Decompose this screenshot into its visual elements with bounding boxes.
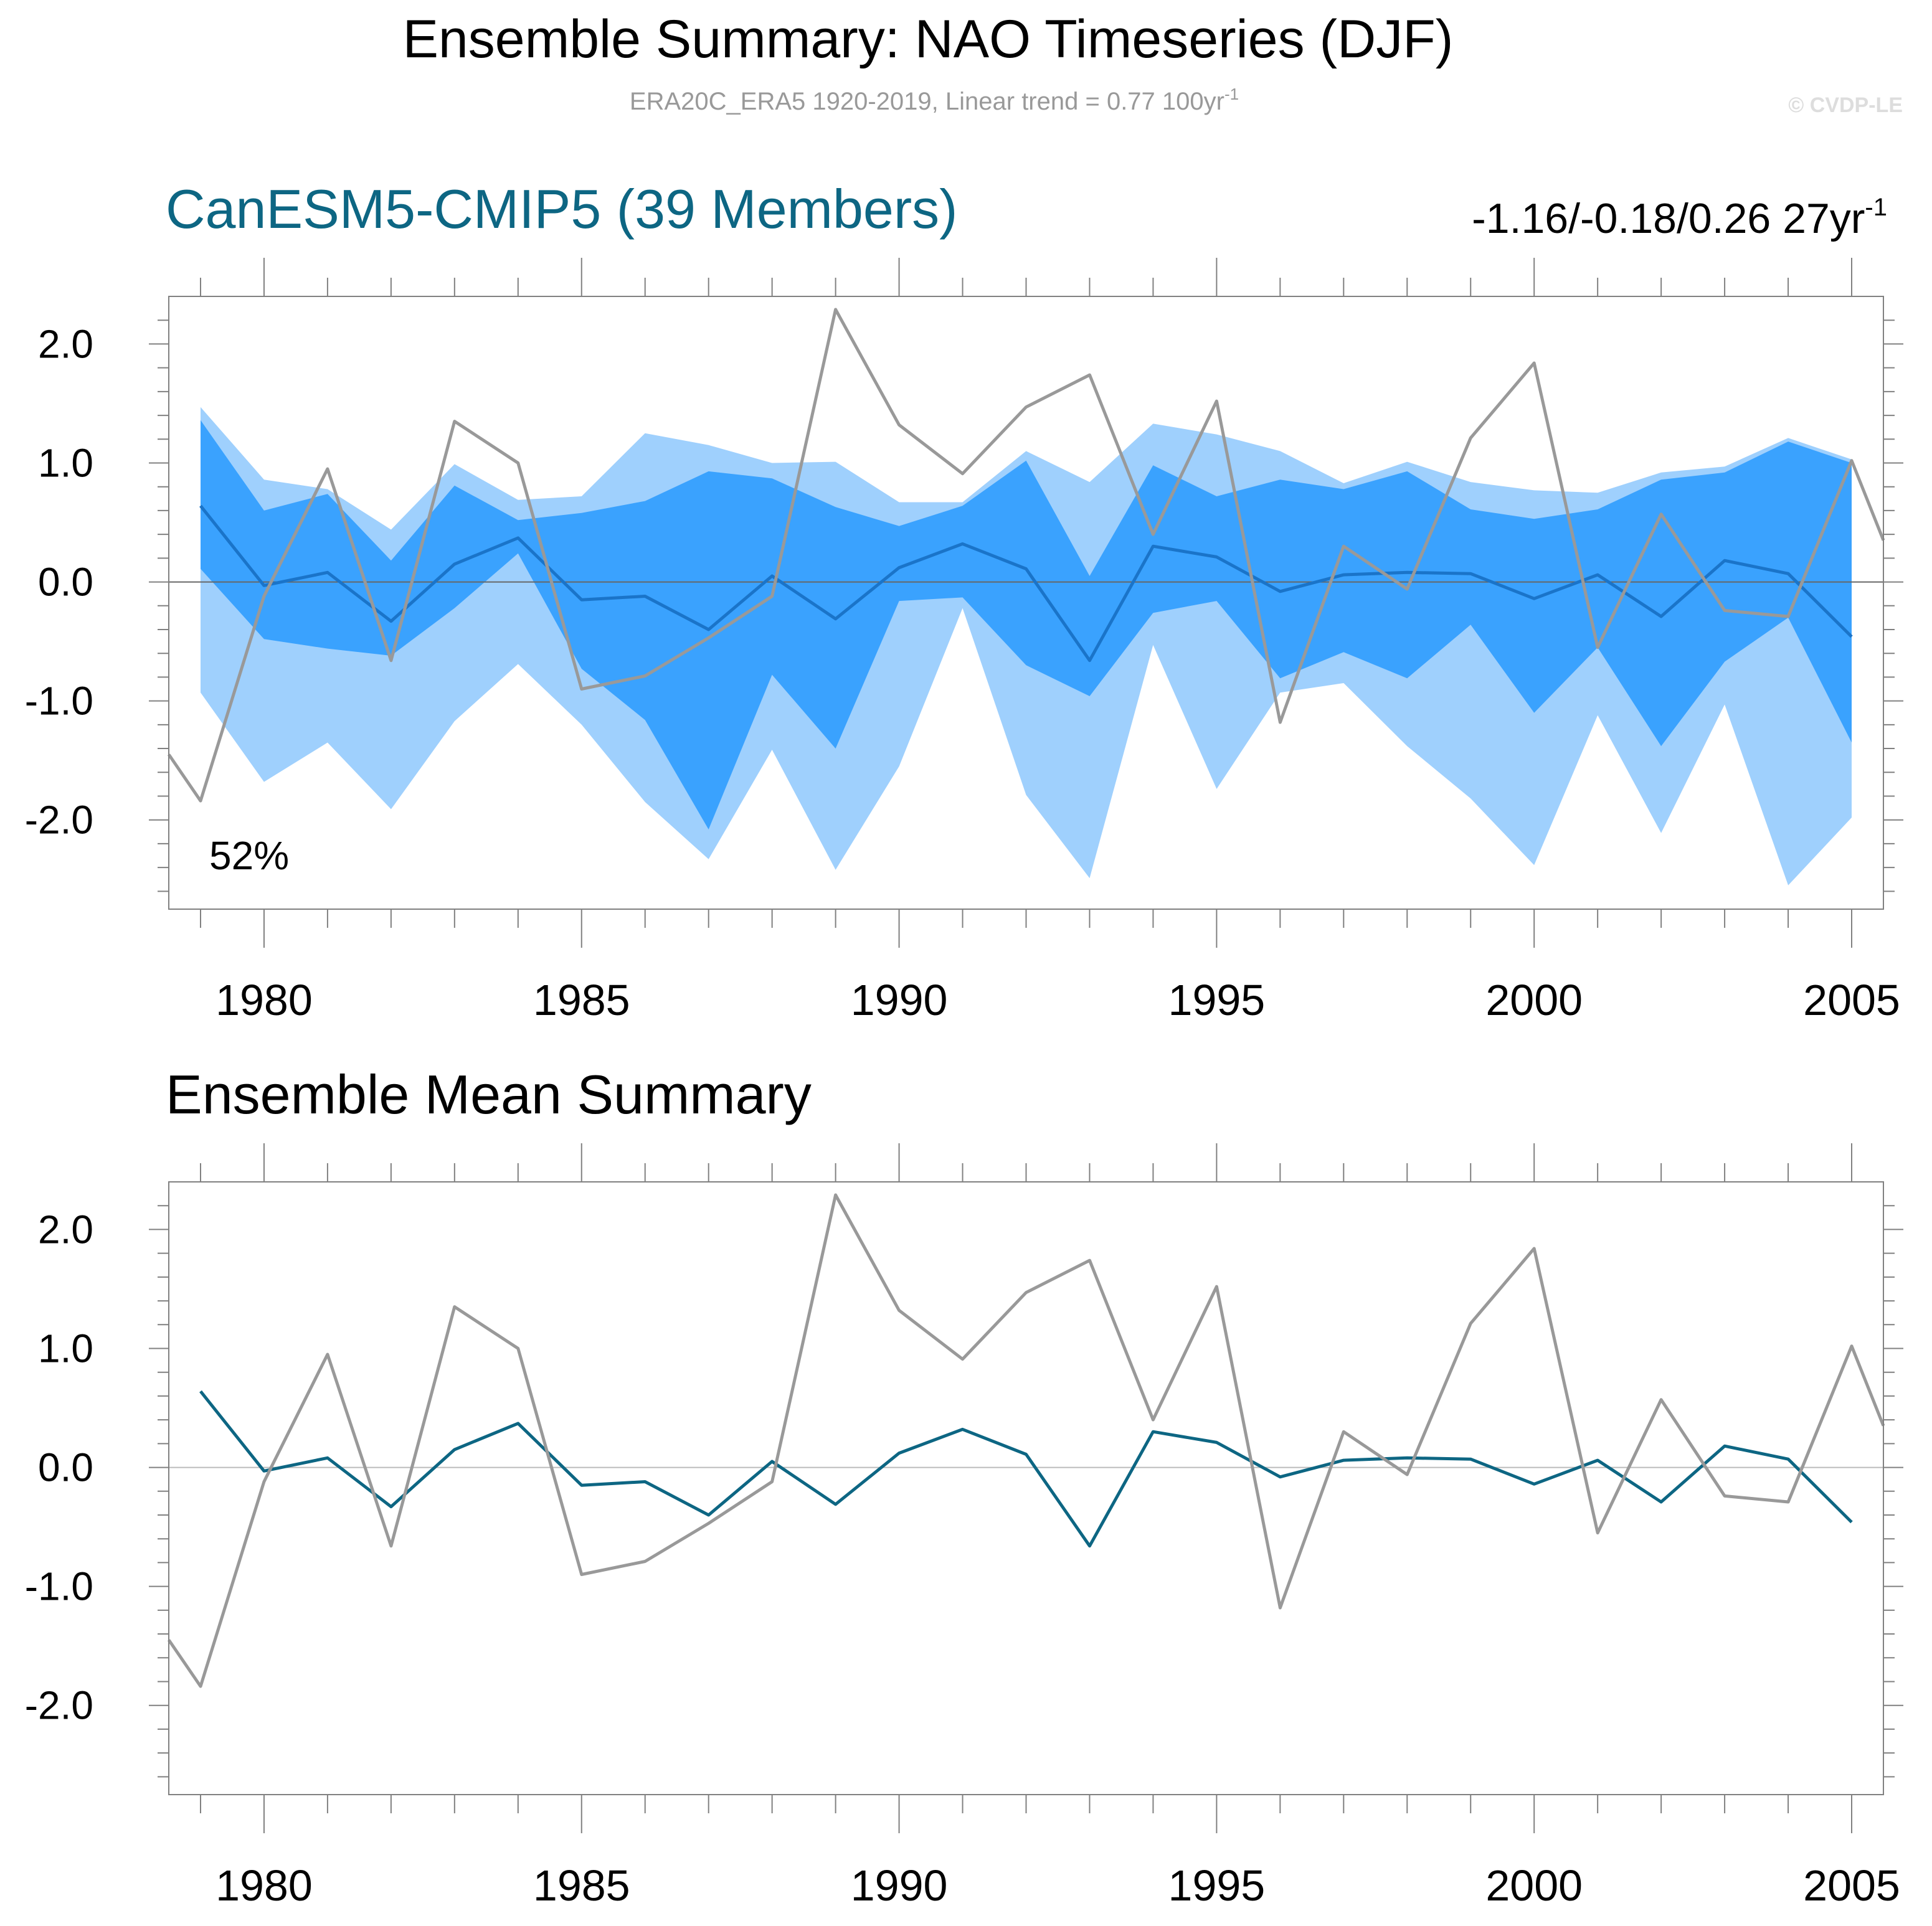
y-tick-label: 0.0 [38,560,93,605]
spread-bands [201,407,1852,885]
y-tick-label: 1.0 [38,440,93,485]
x-tick-label: 2005 [1803,976,1900,1024]
band-inner [201,420,1852,829]
percent-annotation: 52% [209,833,289,878]
figure-subtitle: ERA20C_ERA5 1920-2019, Linear trend = 0.… [630,85,1239,115]
observations-line [167,1193,1885,1688]
figure-title: Ensemble Summary: NAO Timeseries (DJF) [403,9,1454,69]
x-tick-label: 1985 [533,976,630,1024]
panel-trend-sup: -1 [1865,194,1887,221]
axes: -2.0 -1.0 0.0 1.0 2.0 1980 1985 1990 1995 2000 200… [25,258,1903,1024]
figure-subtitle-sup: -1 [1224,85,1239,103]
x-tick-label: 2000 [1485,1861,1583,1910]
watermark: © CVDP-LE [1788,93,1903,117]
axes: -2.0 -1.0 0.0 1.0 2.0 1980 1985 1990 1995 2000 200… [25,1143,1903,1910]
y-tick-label: 2.0 [38,1207,93,1252]
ensemble-mean-line [199,1390,1853,1548]
x-tick-label: 1990 [851,1861,948,1910]
series-lines [167,308,1885,803]
panel-title: Ensemble Mean Summary [166,1064,812,1125]
x-tick-label: 2000 [1485,976,1583,1024]
x-tick-label: 1980 [215,1861,313,1910]
y-tick-label: -1.0 [25,679,93,724]
ensemble-mean-line [199,504,1853,663]
x-tick-label: 1990 [851,976,948,1024]
y-tick-label: -2.0 [25,798,93,843]
panel-title: CanESM5-CMIP5 (39 Members) [166,178,957,240]
panel-trend-main: -1.16/-0.18/0.26 27yr [1472,195,1865,242]
y-tick-label: 0.0 [38,1445,93,1490]
figure-subtitle-main: ERA20C_ERA5 1920-2019, Linear trend = 0.… [630,88,1224,115]
plot-frame [168,1181,1884,1795]
x-tick-label: 2005 [1803,1861,1900,1910]
y-tick-label: -1.0 [25,1564,93,1609]
panel-ensemble-mean-summary: Ensemble Mean Summary -2.0 -1.0 0.0 1.0 2.0 1… [25,1064,1903,1910]
y-tick-label: 1.0 [38,1326,93,1371]
x-tick-label: 1995 [1168,1861,1266,1910]
panel-ensemble-summary: CanESM5-CMIP5 (39 Members) -1.16/-0.18/0… [25,178,1903,1024]
y-tick-label: 2.0 [38,321,93,366]
panel-trend-label: -1.16/-0.18/0.26 27yr-1 [1472,194,1887,242]
x-tick-label: 1980 [215,976,313,1024]
observations-line [167,308,1885,803]
x-tick-label: 1995 [1168,976,1266,1024]
series-lines [167,1193,1885,1688]
y-tick-label: -2.0 [25,1683,93,1728]
x-tick-label: 1985 [533,1861,630,1910]
